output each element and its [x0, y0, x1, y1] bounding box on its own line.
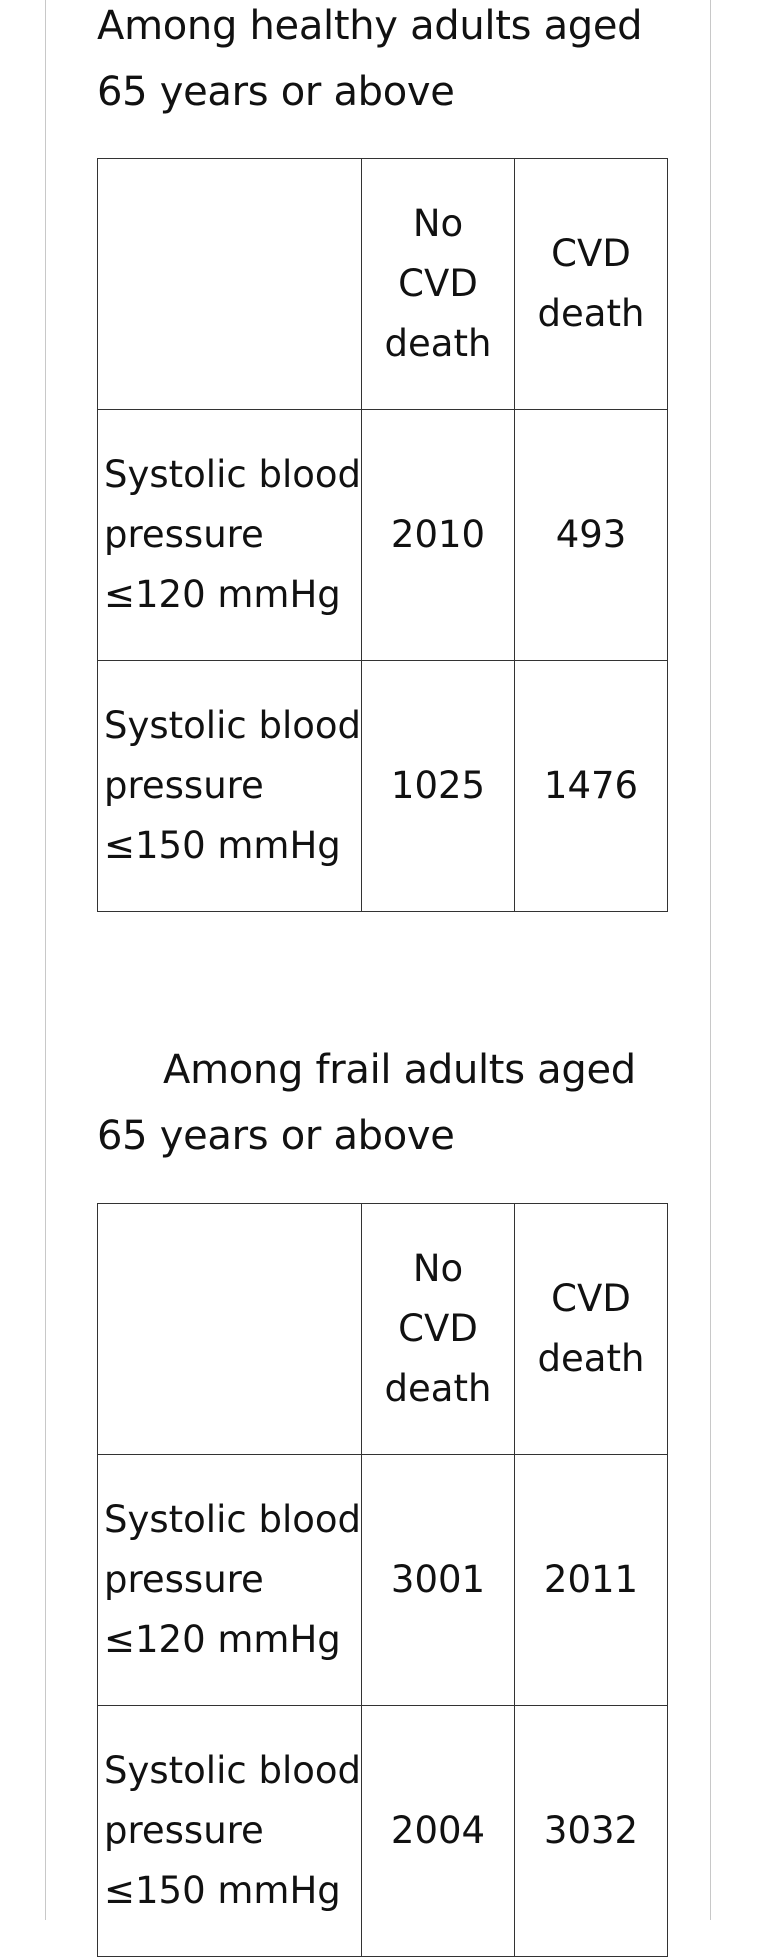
section-frail-adults: Among frail adults aged 65 years or abov…: [97, 1037, 668, 1957]
row-label: Systolic blood pressure ≤150 mmHg: [97, 660, 362, 912]
table-header-row: No CVD death CVD death: [97, 158, 668, 410]
header-text: CVD: [398, 262, 478, 305]
row-label: Systolic blood pressure ≤120 mmHg: [97, 409, 362, 661]
cell-cvd-death: 493: [514, 409, 668, 661]
heading-line-2: 65 years or above: [97, 69, 455, 115]
cell-no-cvd-death: 3001: [361, 1454, 515, 1706]
row-label-text: Systolic blood: [104, 1498, 361, 1541]
cell-cvd-death: 1476: [514, 660, 668, 912]
cell-cvd-death: 2011: [514, 1454, 668, 1706]
header-cvd-death: CVD death: [514, 1203, 668, 1455]
header-no-cvd-death: No CVD death: [361, 1203, 515, 1455]
header-text: death: [537, 1337, 645, 1380]
header-no-cvd-death: No CVD death: [361, 158, 515, 410]
table-row: Systolic blood pressure ≤120 mmHg 2010 4…: [97, 409, 668, 661]
section-healthy-adults: Among healthy adults aged 65 years or ab…: [97, 0, 668, 912]
header-cvd-death: CVD death: [514, 158, 668, 410]
row-label-text: pressure: [104, 1558, 264, 1601]
cell-no-cvd-death: 2004: [361, 1705, 515, 1957]
row-label-text: Systolic blood: [104, 1749, 361, 1792]
header-text: CVD: [398, 1307, 478, 1350]
row-label-text: pressure: [104, 764, 264, 807]
row-label-text: pressure: [104, 1809, 264, 1852]
header-text: No: [412, 202, 464, 245]
healthy-adults-heading: Among healthy adults aged 65 years or ab…: [97, 0, 663, 125]
table-corner-cell: [97, 1203, 362, 1455]
row-label-text: Systolic blood: [104, 453, 361, 496]
cell-no-cvd-death: 1025: [361, 660, 515, 912]
table-row: Systolic blood pressure ≤150 mmHg 2004 3…: [97, 1705, 668, 1957]
header-text: death: [384, 322, 492, 365]
table-row: Systolic blood pressure ≤120 mmHg 3001 2…: [97, 1454, 668, 1706]
row-label-text: ≤120 mmHg: [104, 573, 341, 616]
cell-cvd-death: 3032: [514, 1705, 668, 1957]
table-header-row: No CVD death CVD death: [97, 1203, 668, 1455]
header-text: death: [384, 1367, 492, 1410]
heading-line-2: 65 years or above: [97, 1113, 455, 1159]
row-label: Systolic blood pressure ≤120 mmHg: [97, 1454, 362, 1706]
row-label-text: ≤120 mmHg: [104, 1618, 341, 1661]
heading-line-1: Among frail adults aged: [163, 1047, 636, 1093]
row-label-text: Systolic blood: [104, 704, 361, 747]
header-text: CVD: [551, 232, 631, 275]
frail-adults-table: No CVD death CVD death Systolic blood pr…: [97, 1203, 668, 1957]
row-label-text: ≤150 mmHg: [104, 824, 341, 867]
page-frame: [45, 0, 711, 1920]
heading-line-1: Among healthy adults aged: [97, 3, 643, 49]
row-label-text: pressure: [104, 513, 264, 556]
header-text: No: [412, 1247, 464, 1290]
header-text: death: [537, 292, 645, 335]
table-corner-cell: [97, 158, 362, 410]
row-label: Systolic blood pressure ≤150 mmHg: [97, 1705, 362, 1957]
healthy-adults-table: No CVD death CVD death Systolic blood pr…: [97, 158, 668, 912]
row-label-text: ≤150 mmHg: [104, 1869, 341, 1912]
cell-no-cvd-death: 2010: [361, 409, 515, 661]
table-row: Systolic blood pressure ≤150 mmHg 1025 1…: [97, 660, 668, 912]
header-text: CVD: [551, 1277, 631, 1320]
frail-adults-heading: Among frail adults aged 65 years or abov…: [97, 1037, 663, 1169]
